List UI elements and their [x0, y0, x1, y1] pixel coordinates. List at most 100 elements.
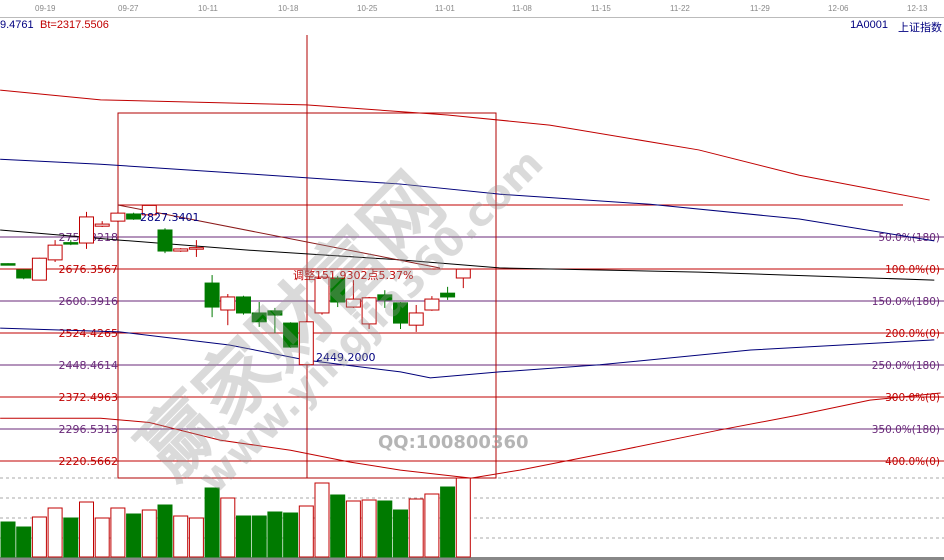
- date-axis: 09-19 09-27 10-11 10-18 10-25 11-01 11-08 11-15…: [0, 0, 944, 18]
- fib-right-label: 250.0%(180): [872, 360, 940, 372]
- date-tick: 09-19: [35, 4, 56, 13]
- volume-bar: [188, 517, 204, 558]
- index-name: 上证指数: [898, 22, 942, 34]
- candle-body: [314, 276, 330, 314]
- date-tick: 10-11: [198, 4, 218, 13]
- watermark-qq: QQ:100800360: [378, 432, 529, 453]
- volume-bar: [204, 487, 220, 558]
- fib-left-label: 2448.4614: [59, 359, 119, 372]
- volume-bar: [141, 509, 157, 558]
- date-tick: 11-22: [670, 4, 690, 13]
- candle: [251, 302, 267, 327]
- candle: [314, 275, 330, 315]
- volume-bar: [63, 517, 79, 558]
- candle-body: [236, 296, 251, 314]
- volume-bar: [424, 493, 440, 558]
- volume-bar: [345, 500, 361, 558]
- volume-bar: [173, 515, 189, 558]
- candle: [298, 320, 314, 366]
- moving-average-line: [0, 158, 935, 242]
- candle: [188, 240, 204, 257]
- volume-bar: [0, 521, 16, 558]
- candle-body: [0, 263, 16, 266]
- candle-body: [377, 294, 393, 301]
- fib-right-label: 400.0%(0): [885, 456, 940, 468]
- volume-bar: [47, 507, 63, 558]
- bt-value: Bt=2317.5506: [40, 19, 109, 31]
- candle-body: [47, 244, 63, 261]
- candle-body: [126, 213, 142, 220]
- candle-body: [455, 268, 471, 279]
- adjust-label: 调整151.9302点5.37%: [293, 268, 413, 282]
- volume-bar: [94, 517, 110, 558]
- candle: [79, 211, 94, 249]
- candle: [283, 322, 299, 348]
- volume-bar: [314, 482, 330, 558]
- date-tick: 11-15: [591, 4, 611, 13]
- volume-bar: [157, 504, 173, 558]
- fib-right-label: 50.0%(180): [878, 232, 940, 244]
- volume-bar: [79, 501, 94, 558]
- fib-left-label: 2600.3916: [59, 295, 119, 308]
- candle: [424, 296, 440, 311]
- moving-average-line: [0, 327, 935, 379]
- volume-baseline: [0, 557, 944, 560]
- fib-left-label: 2676.3567: [59, 263, 119, 276]
- candle: [220, 294, 236, 326]
- candle: [440, 286, 456, 300]
- volume-bar: [16, 526, 32, 558]
- moving-average-line: [0, 89, 930, 201]
- candle-body: [361, 297, 377, 325]
- candle-body: [16, 269, 32, 279]
- date-tick: 11-08: [512, 4, 532, 13]
- index-code: 1A0001: [850, 19, 888, 31]
- moving-average-line: [0, 392, 941, 479]
- candle-body: [31, 257, 47, 281]
- candle-body: [251, 312, 267, 323]
- volume-bar: [126, 513, 142, 558]
- date-tick: 10-25: [357, 4, 378, 13]
- candle-body: [110, 212, 126, 222]
- low-label: 2449.2000: [316, 351, 376, 364]
- candle-body: [173, 248, 189, 252]
- volume-bar: [440, 486, 456, 558]
- candle: [204, 275, 220, 318]
- candle: [267, 307, 283, 334]
- volume-bar: [283, 512, 299, 558]
- candle-body: [283, 322, 299, 348]
- candle-body: [267, 310, 283, 316]
- volume-bar: [393, 509, 408, 558]
- candle-body: [424, 298, 440, 311]
- candle: [361, 296, 377, 329]
- candle: [110, 211, 126, 222]
- candle: [393, 302, 408, 329]
- candle-body: [408, 312, 424, 326]
- volume-bar: [408, 498, 424, 558]
- candle: [408, 304, 424, 332]
- candle-body: [141, 204, 157, 216]
- fib-right-label: 100.0%(0): [885, 264, 940, 276]
- fib-right-label: 300.0%(0): [885, 392, 940, 404]
- candle: [16, 269, 32, 280]
- left-value: 9.4761: [0, 19, 34, 31]
- candle: [31, 257, 47, 281]
- chart-header: 9.4761 Bt=2317.5506 1A0001 上证指数: [0, 19, 944, 34]
- candle: [345, 280, 361, 308]
- volume-bar: [377, 500, 393, 558]
- date-tick: 09-27: [118, 4, 139, 13]
- date-tick: 10-18: [278, 4, 299, 13]
- candle: [236, 295, 251, 315]
- candle-body: [204, 282, 220, 308]
- candle-body: [345, 298, 361, 308]
- volume-bar: [298, 505, 314, 558]
- candle: [94, 221, 110, 228]
- volume-bar: [251, 515, 267, 558]
- date-tick: 12-06: [828, 4, 849, 13]
- volume-bar: [455, 477, 471, 558]
- candle-body: [393, 302, 408, 324]
- volume-bar: [236, 515, 251, 558]
- candle-body: [330, 277, 346, 303]
- date-tick: 11-01: [435, 4, 455, 13]
